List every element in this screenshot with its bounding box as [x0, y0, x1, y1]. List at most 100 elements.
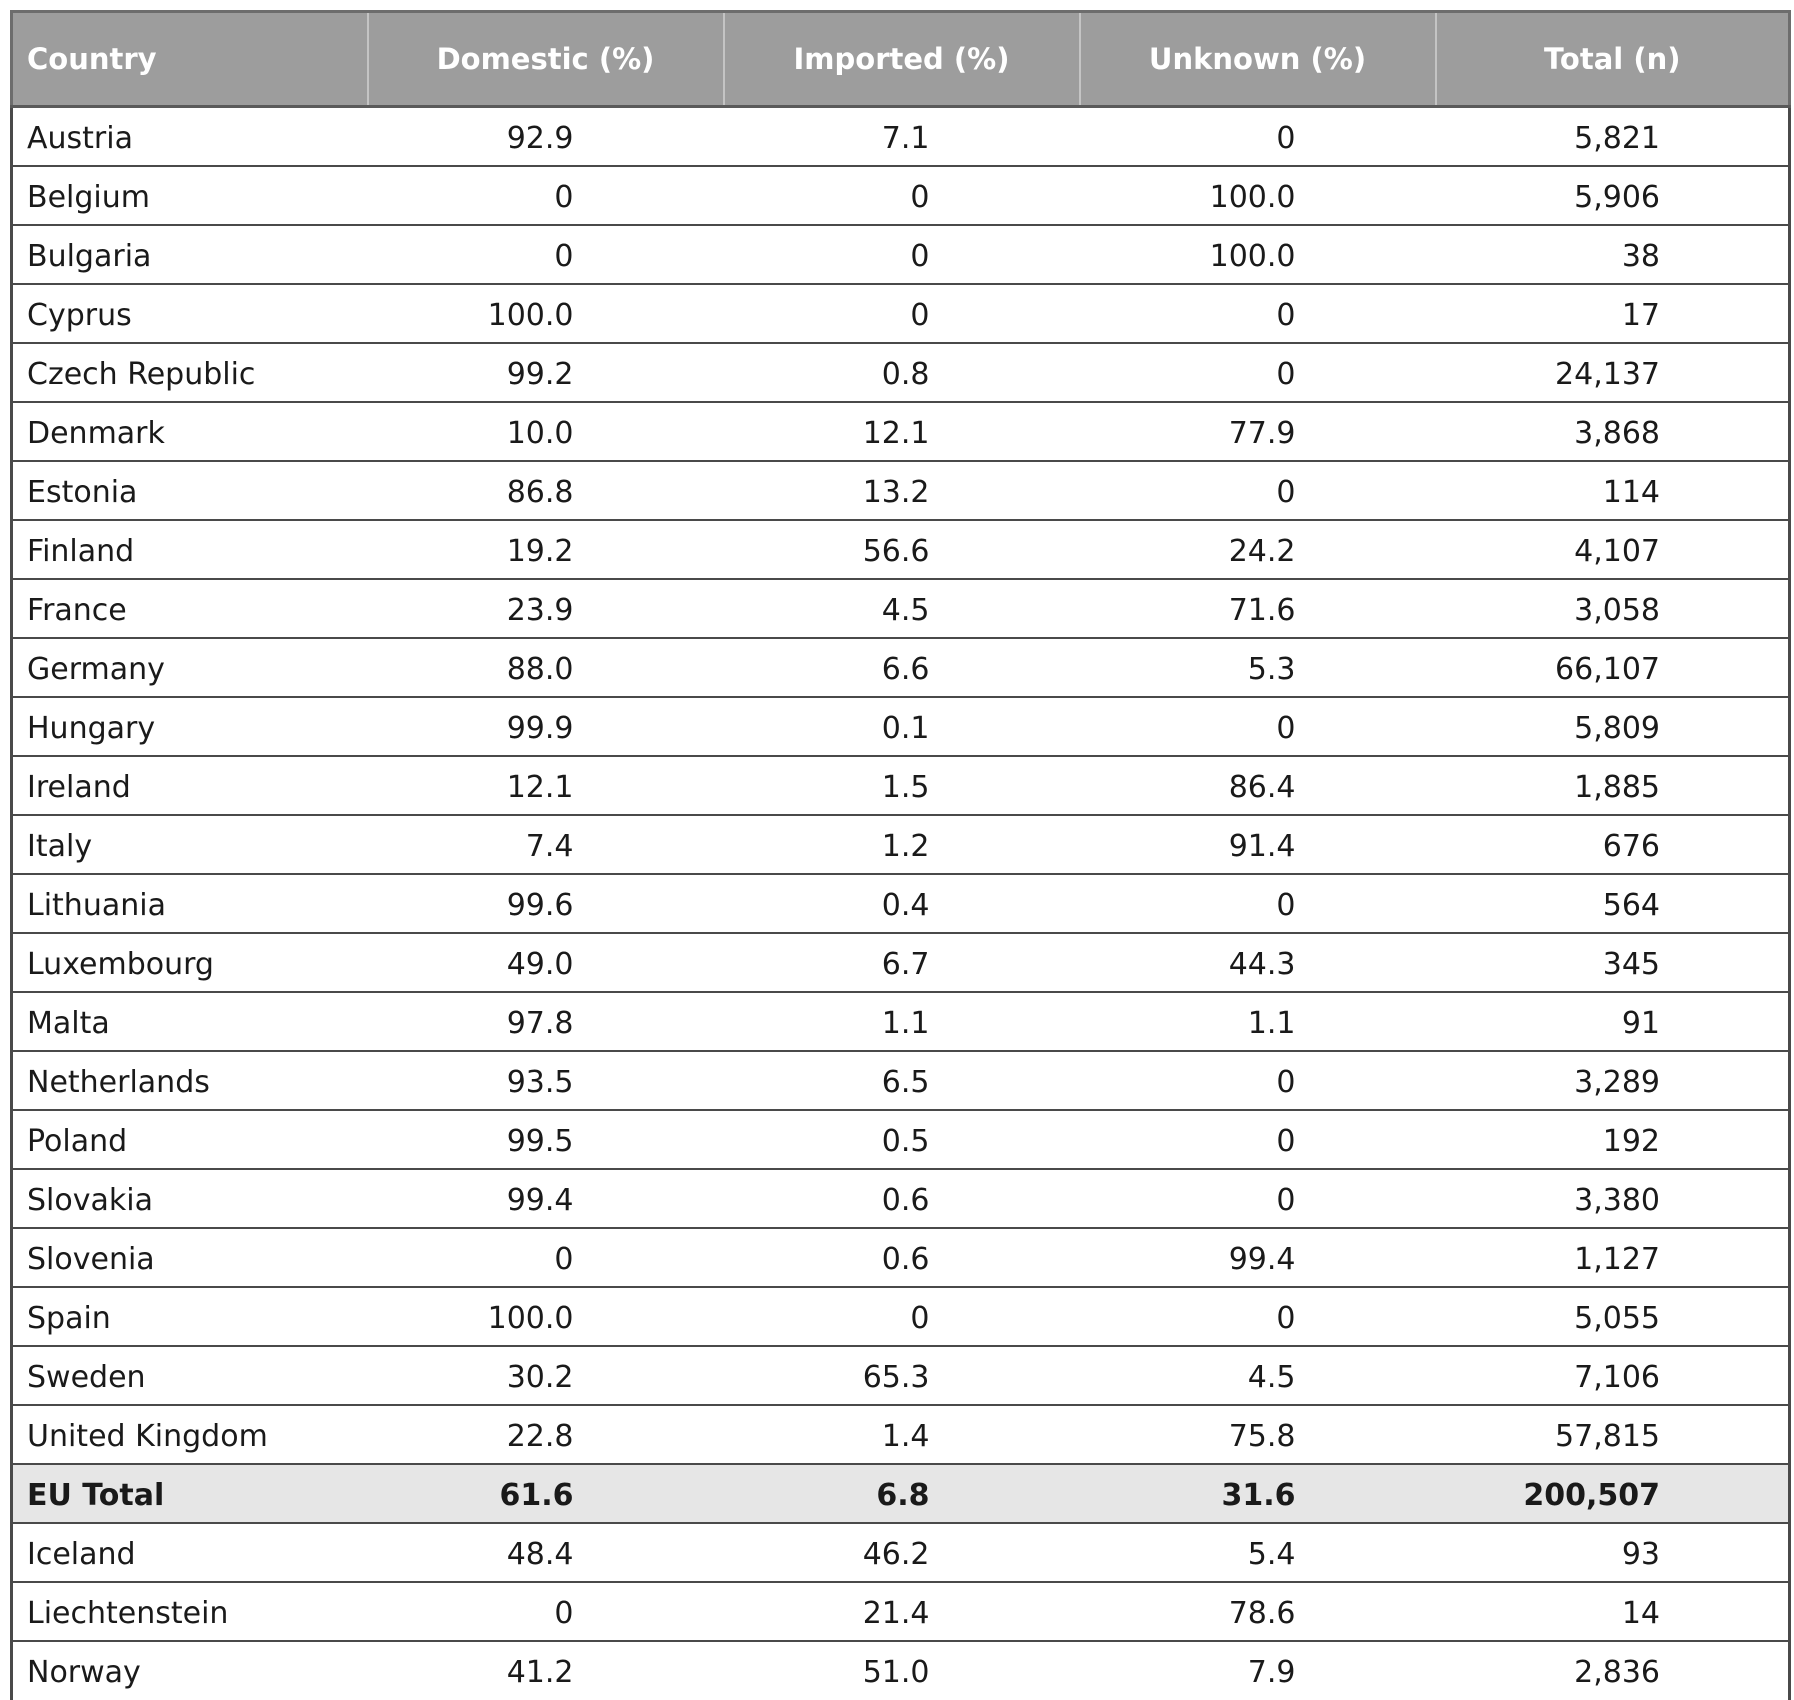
total-cell: 3,058 [1436, 579, 1790, 638]
header-row: Country Domestic (%) Imported (%) Unknow… [12, 12, 1790, 107]
table-row: Italy 7.4 1.2 91.4 676 [12, 815, 1790, 874]
country-cell: Cyprus [12, 284, 368, 343]
domestic-cell: 0 [368, 166, 724, 225]
domestic-cell: 100.0 [368, 284, 724, 343]
imported-cell: 0 [724, 1287, 1080, 1346]
domestic-cell: 99.6 [368, 874, 724, 933]
total-cell: 5,906 [1436, 166, 1790, 225]
unknown-cell: 44.3 [1080, 933, 1436, 992]
imported-cell: 6.8 [724, 1464, 1080, 1523]
unknown-cell: 71.6 [1080, 579, 1436, 638]
domestic-cell: 0 [368, 225, 724, 284]
table-row: Luxembourg 49.0 6.7 44.3 345 [12, 933, 1790, 992]
country-cell: Germany [12, 638, 368, 697]
data-table: Country Domestic (%) Imported (%) Unknow… [10, 10, 1791, 1700]
unknown-cell: 77.9 [1080, 402, 1436, 461]
table-row: Slovenia 0 0.6 99.4 1,127 [12, 1228, 1790, 1287]
total-cell: 5,055 [1436, 1287, 1790, 1346]
domestic-cell: 99.5 [368, 1110, 724, 1169]
table-row: Slovakia 99.4 0.6 0 3,380 [12, 1169, 1790, 1228]
table-row: Lithuania 99.6 0.4 0 564 [12, 874, 1790, 933]
total-cell: 38 [1436, 225, 1790, 284]
domestic-cell: 93.5 [368, 1051, 724, 1110]
column-header-unknown: Unknown (%) [1080, 12, 1436, 107]
country-cell: Luxembourg [12, 933, 368, 992]
domestic-cell: 19.2 [368, 520, 724, 579]
country-cell: Iceland [12, 1523, 368, 1582]
imported-cell: 0.4 [724, 874, 1080, 933]
domestic-cell: 99.4 [368, 1169, 724, 1228]
table-row: France 23.9 4.5 71.6 3,058 [12, 579, 1790, 638]
total-cell: 7,106 [1436, 1346, 1790, 1405]
imported-cell: 56.6 [724, 520, 1080, 579]
country-cell: Norway [12, 1641, 368, 1700]
domestic-cell: 7.4 [368, 815, 724, 874]
table-row: Poland 99.5 0.5 0 192 [12, 1110, 1790, 1169]
table-row: Iceland 48.4 46.2 5.4 93 [12, 1523, 1790, 1582]
domestic-cell: 41.2 [368, 1641, 724, 1700]
country-cell: France [12, 579, 368, 638]
imported-cell: 0.1 [724, 697, 1080, 756]
total-cell: 345 [1436, 933, 1790, 992]
country-cell: Estonia [12, 461, 368, 520]
table-row: Denmark 10.0 12.1 77.9 3,868 [12, 402, 1790, 461]
unknown-cell: 78.6 [1080, 1582, 1436, 1641]
table-row: Norway 41.2 51.0 7.9 2,836 [12, 1641, 1790, 1700]
unknown-cell: 75.8 [1080, 1405, 1436, 1464]
unknown-cell: 4.5 [1080, 1346, 1436, 1405]
country-cell: Bulgaria [12, 225, 368, 284]
unknown-cell: 86.4 [1080, 756, 1436, 815]
total-cell: 1,127 [1436, 1228, 1790, 1287]
country-cell: Austria [12, 107, 368, 166]
table-row: Bulgaria 0 0 100.0 38 [12, 225, 1790, 284]
total-cell: 5,821 [1436, 107, 1790, 166]
total-cell: 91 [1436, 992, 1790, 1051]
domestic-cell: 10.0 [368, 402, 724, 461]
total-cell: 114 [1436, 461, 1790, 520]
country-cell: Lithuania [12, 874, 368, 933]
country-cell: Czech Republic [12, 343, 368, 402]
table-row: Sweden 30.2 65.3 4.5 7,106 [12, 1346, 1790, 1405]
unknown-cell: 5.3 [1080, 638, 1436, 697]
imported-cell: 6.7 [724, 933, 1080, 992]
unknown-cell: 100.0 [1080, 225, 1436, 284]
table-row: Ireland 12.1 1.5 86.4 1,885 [12, 756, 1790, 815]
domestic-cell: 99.2 [368, 343, 724, 402]
total-cell: 3,289 [1436, 1051, 1790, 1110]
domestic-cell: 49.0 [368, 933, 724, 992]
country-cell: Slovenia [12, 1228, 368, 1287]
total-cell: 3,868 [1436, 402, 1790, 461]
imported-cell: 1.1 [724, 992, 1080, 1051]
country-cell: Netherlands [12, 1051, 368, 1110]
table-row: United Kingdom 22.8 1.4 75.8 57,815 [12, 1405, 1790, 1464]
unknown-cell: 99.4 [1080, 1228, 1436, 1287]
unknown-cell: 0 [1080, 107, 1436, 166]
domestic-cell: 92.9 [368, 107, 724, 166]
imported-cell: 0.6 [724, 1169, 1080, 1228]
unknown-cell: 7.9 [1080, 1641, 1436, 1700]
country-cell: EU Total [12, 1464, 368, 1523]
table-row: Liechtenstein 0 21.4 78.6 14 [12, 1582, 1790, 1641]
unknown-cell: 91.4 [1080, 815, 1436, 874]
unknown-cell: 31.6 [1080, 1464, 1436, 1523]
unknown-cell: 100.0 [1080, 166, 1436, 225]
country-cell: Belgium [12, 166, 368, 225]
domestic-cell: 23.9 [368, 579, 724, 638]
unknown-cell: 0 [1080, 1287, 1436, 1346]
total-cell: 200,507 [1436, 1464, 1790, 1523]
total-cell: 5,809 [1436, 697, 1790, 756]
unknown-cell: 0 [1080, 874, 1436, 933]
unknown-cell: 0 [1080, 697, 1436, 756]
country-cell: Denmark [12, 402, 368, 461]
table-row: Finland 19.2 56.6 24.2 4,107 [12, 520, 1790, 579]
country-cell: Malta [12, 992, 368, 1051]
country-cell: Sweden [12, 1346, 368, 1405]
imported-cell: 6.6 [724, 638, 1080, 697]
total-cell: 57,815 [1436, 1405, 1790, 1464]
table-header: Country Domestic (%) Imported (%) Unknow… [12, 12, 1790, 107]
imported-cell: 0 [724, 225, 1080, 284]
total-cell: 66,107 [1436, 638, 1790, 697]
unknown-cell: 0 [1080, 1110, 1436, 1169]
imported-cell: 0 [724, 284, 1080, 343]
total-cell: 564 [1436, 874, 1790, 933]
